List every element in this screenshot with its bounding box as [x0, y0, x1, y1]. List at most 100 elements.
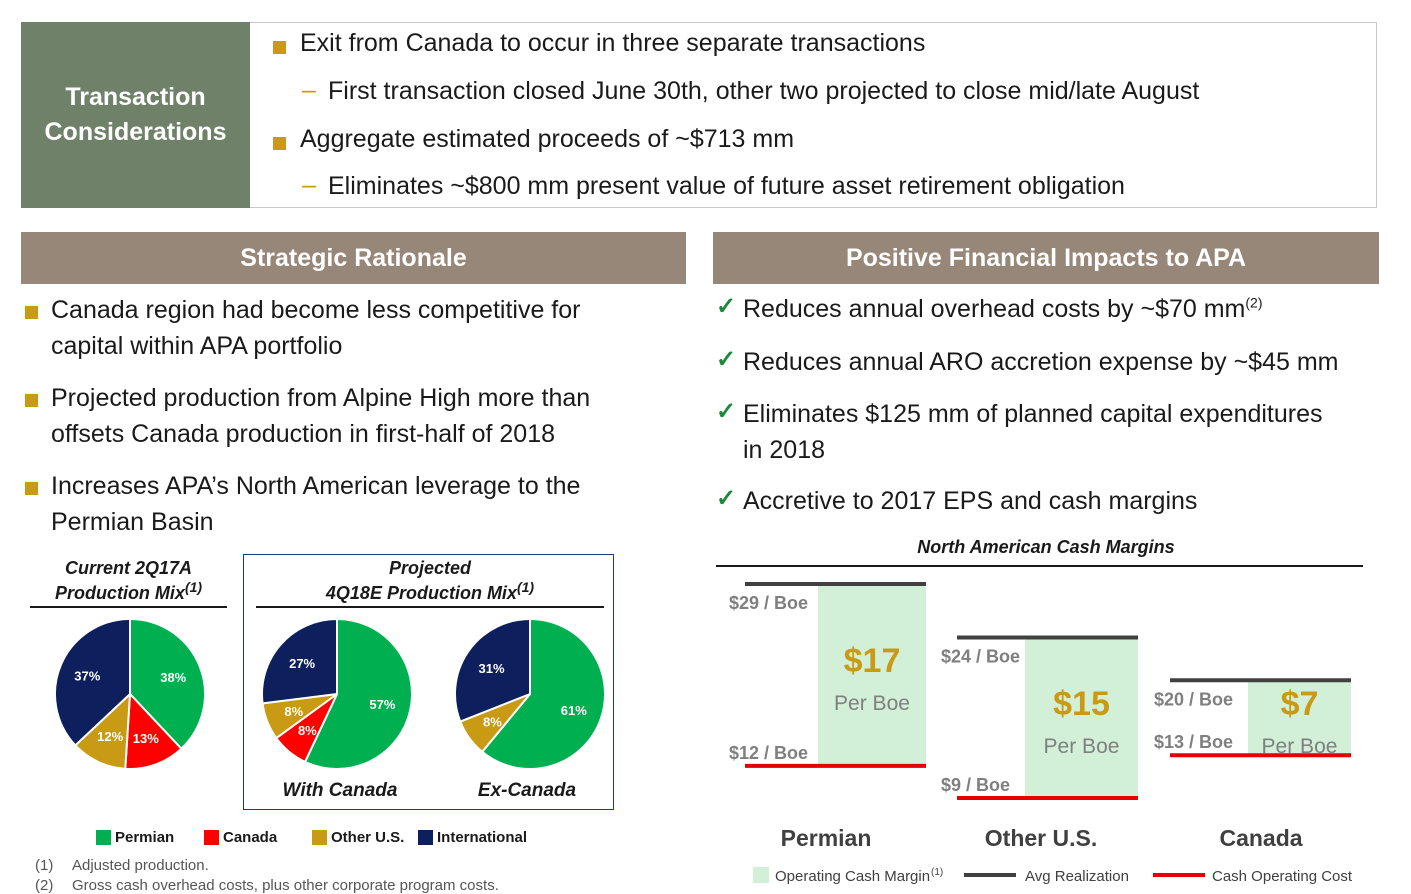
financial-check-item: Reduces annual ARO accretion expense by … [743, 344, 1338, 380]
margin-bar [818, 584, 926, 766]
margin-bar [1248, 680, 1351, 756]
cost-label: $9 / Boe [941, 775, 1010, 795]
legend-canada: Canada [204, 829, 277, 846]
pie-slice-label: 13% [133, 731, 159, 746]
financial-check-item: Accretive to 2017 EPS and cash margins [743, 483, 1197, 519]
pie-slice-label: 8% [298, 723, 317, 738]
strategic-bullet-line: offsets Canada production in first-half … [51, 420, 556, 448]
financial-impacts-title: Positive Financial Impacts to APA [845, 243, 1247, 272]
financial-impacts-header: Positive Financial Impacts to APA [713, 232, 1379, 284]
legend-label-avg: Avg Realization [1025, 868, 1129, 885]
checkmark-icon: ✓ [716, 485, 737, 512]
pie-slice [303, 617, 413, 770]
financial-check-text: Reduces annual overhead costs by ~$70 mm [743, 295, 1246, 323]
title-rule [30, 606, 227, 608]
pie-slice [129, 617, 206, 751]
pie-slice-label: 31% [479, 661, 505, 676]
pie-slice-label: 27% [289, 656, 315, 671]
legend-label: Permian [115, 829, 175, 846]
pie-slice [261, 617, 338, 705]
legend-label: Other U.S. [331, 829, 405, 846]
transaction-details: Exit from Canada to occur in three separ… [250, 22, 1377, 208]
margin-value-label: $15 [1053, 685, 1110, 723]
margin-unit-label: Per Boe [834, 692, 910, 715]
bullet-square-icon [273, 41, 286, 54]
legend-swatch [96, 830, 111, 845]
margin-unit-label: Per Boe [1262, 735, 1338, 758]
pie-slice-label: 12% [97, 729, 123, 744]
strategic-bullet: Projected production from Alpine High mo… [51, 380, 590, 452]
legend-permian: Permian [96, 829, 174, 846]
strategic-bullet-line: Increases APA’s North American leverage … [51, 472, 581, 500]
pie-slice [480, 617, 606, 770]
legend-label-cost: Cash Operating Cost [1212, 868, 1353, 885]
realization-label: $29 / Boe [729, 593, 808, 613]
financial-check-text: Eliminates $125 mm of planned capital ex… [743, 400, 1323, 428]
transaction-line: Eliminates ~$800 mm present value of fut… [328, 172, 1125, 200]
title-rule [256, 606, 604, 608]
strategic-bullet: Canada region had become less competitiv… [51, 292, 580, 364]
projected-mix-title: Projected 4Q18E Production Mix(1) [255, 556, 605, 606]
production-mix-pies: 38% 13% 12% 37% 57% 8% 8% 27% 61% 8% 31% [54, 617, 606, 770]
category-label: Other U.S. [985, 825, 1097, 851]
financial-check-text: Accretive to 2017 EPS and cash margins [743, 487, 1198, 515]
with-canada-label: With Canada [282, 780, 398, 801]
financial-check-item: Eliminates $125 mm of planned capital ex… [743, 396, 1323, 468]
pie-slice-label: 37% [74, 669, 100, 684]
checkmark-icon: ✓ [716, 398, 737, 425]
footnote-ref: (1) [516, 579, 535, 595]
pie-slice-label: 38% [160, 670, 186, 685]
pie-slice [454, 617, 531, 723]
bullet-square-icon [25, 306, 38, 319]
category-label: Canada [1219, 825, 1302, 851]
margin-unit-label: Per Boe [1044, 735, 1120, 758]
strategic-bullet-line: capital within APA portfolio [51, 332, 343, 360]
footnote-text: Gross cash overhead costs, plus other co… [72, 877, 499, 894]
legend-label: International [437, 829, 528, 846]
legend-swatch [204, 830, 219, 845]
transaction-label-line2: Considerations [44, 118, 227, 146]
strategic-bullet-line: Permian Basin [51, 508, 214, 536]
category-label: Permian [781, 825, 872, 851]
footnote: (1) Adjusted production. [35, 857, 209, 874]
legend-swatch [312, 830, 327, 845]
financial-check-item: Reduces annual overhead costs by ~$70 mm… [743, 291, 1263, 327]
pie-slice-label: 8% [284, 704, 303, 719]
bullet-square-icon [25, 482, 38, 495]
current-mix-title-line: Production Mix [54, 583, 185, 603]
strategic-bullet-line: Projected production from Alpine High mo… [51, 384, 591, 412]
current-mix-title: Current 2Q17A Production Mix(1) [30, 556, 227, 606]
margin-value-label: $7 [1281, 685, 1319, 723]
pie-slice [124, 691, 183, 770]
transaction-line: Exit from Canada to occur in three separ… [300, 29, 926, 57]
footnote-ref: (1) [184, 579, 203, 595]
footnote-ref: (2) [1245, 294, 1263, 311]
strategic-bullet: Increases APA’s North American leverage … [51, 468, 580, 540]
legend-international: International [418, 829, 527, 846]
checkmark-icon: ✓ [716, 293, 737, 320]
realization-label: $24 / Boe [941, 647, 1020, 667]
ex-canada-label: Ex-Canada [477, 780, 577, 801]
margin-value-label: $17 [844, 642, 901, 680]
transaction-label: Transaction Considerations [21, 22, 250, 208]
margin-bar [1025, 637, 1138, 798]
transaction-line: First transaction closed June 30th, othe… [328, 77, 1200, 105]
cost-label: $12 / Boe [729, 743, 808, 763]
dash-icon: – [302, 171, 316, 199]
strategic-rationale-title: Strategic Rationale [240, 243, 467, 272]
cash-margins-title: North American Cash Margins [917, 537, 1174, 557]
cost-label: $13 / Boe [1154, 732, 1233, 752]
footnote-text: Adjusted production. [72, 857, 209, 874]
legend-swatch [418, 830, 433, 845]
legend-other-us: Other U.S. [312, 829, 404, 846]
bullet-square-icon [273, 137, 286, 150]
pie-slice [54, 617, 131, 747]
legend-label: Canada [223, 829, 278, 846]
strategic-bullet-line: Canada region had become less competitiv… [51, 296, 581, 324]
strategic-rationale-header: Strategic Rationale [21, 232, 686, 284]
cash-margins-chart: North American Cash Margins $29 / Boe $12 … [716, 537, 1363, 885]
current-mix-title-line: Current 2Q17A [64, 558, 193, 578]
projected-mix-box [243, 554, 614, 810]
legend-footnote-ref: (1) [931, 867, 943, 878]
legend-label-margin: Operating Cash Margin [775, 868, 930, 885]
